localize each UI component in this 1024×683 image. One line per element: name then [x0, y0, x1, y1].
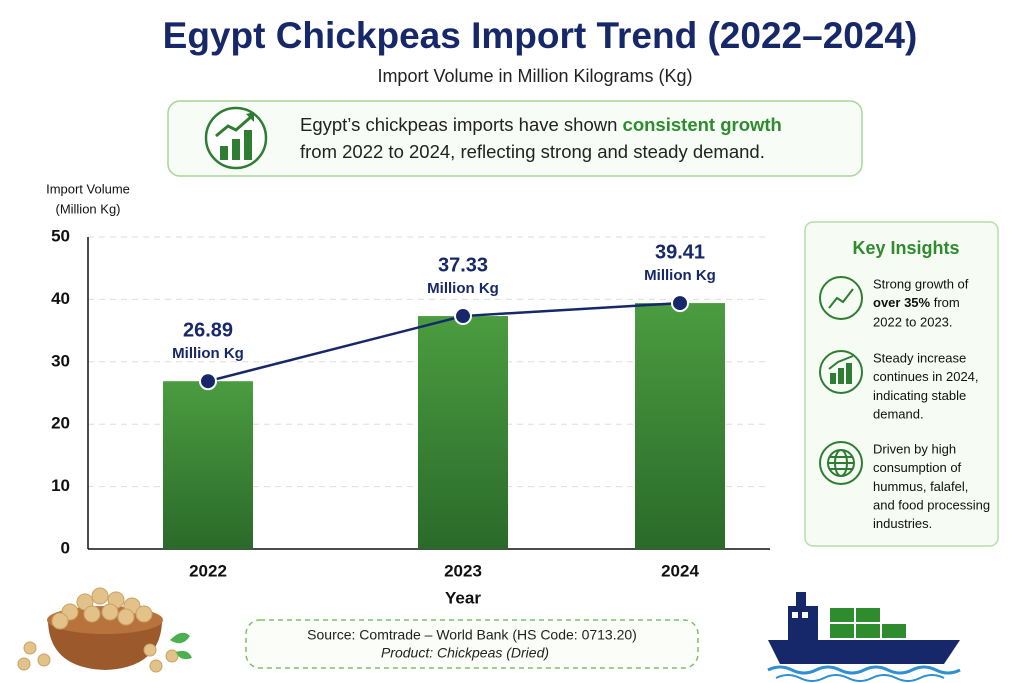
insight-icons [819, 276, 863, 485]
x-axis-label: Year [445, 588, 481, 607]
value-label: 37.33 [438, 254, 488, 276]
value-label: 26.89 [183, 319, 233, 341]
value-unit: Million Kg [427, 280, 499, 297]
x-tick-label: 2022 [189, 561, 227, 580]
plot: 0 10 20 30 40 50 2022 2023 2024 26.89 Million Kg 37… [51, 226, 770, 580]
chickpea-bowl [17, 587, 192, 673]
source-box [245, 619, 699, 669]
callout-box [167, 100, 863, 177]
insight-text: Strong growth of [873, 276, 969, 291]
insight-text: demand. [873, 407, 924, 422]
y-tick-label: 40 [51, 289, 70, 308]
y-tick-label: 30 [51, 351, 70, 370]
insight-text: continues in 2024, [873, 369, 979, 384]
bar [635, 303, 725, 549]
callout-text-after: from 2022 to 2024, reflecting strong and… [300, 141, 765, 162]
y-tick-label: 20 [51, 414, 70, 433]
value-label: 39.41 [655, 241, 705, 263]
bar [418, 316, 508, 549]
callout-highlight: consistent growth [623, 114, 782, 135]
line-point [199, 372, 217, 391]
x-tick-label: 2023 [444, 561, 482, 580]
value-unit: Million Kg [172, 345, 244, 362]
insight-text: consumption of [873, 460, 962, 475]
insight-text: over 35% from [873, 295, 960, 310]
source-text: Source: Comtrade – World Bank (HS Code: … [307, 627, 637, 643]
line-point [671, 294, 689, 313]
ship-icon [767, 592, 961, 682]
y-tick-label: 10 [51, 476, 70, 495]
callout-text-before: Egypt’s chickpeas imports have shown [300, 114, 617, 135]
chart-title: Egypt Chickpeas Import Trend (2022–2024) [163, 15, 918, 56]
insight-text: indicating stable [873, 388, 966, 403]
insight-text: and food processing [873, 498, 990, 513]
value-unit: Million Kg [644, 267, 716, 284]
y-tick-label: 0 [61, 538, 70, 557]
bar [163, 381, 253, 549]
insight-text: from [934, 295, 960, 310]
product-text: Product: Chickpeas (Dried) [381, 645, 549, 661]
growth-icon [204, 106, 268, 170]
insight-text: industries. [873, 516, 932, 531]
insight-text: Driven by high [873, 441, 956, 456]
y-axis-label: (Million Kg) [55, 201, 120, 216]
insight-list: Steady increase continues in 2024, indicat… [873, 350, 990, 531]
y-axis-label: Import Volume [46, 181, 130, 196]
insight-text: 2022 to 2023. [873, 314, 953, 329]
y-tick-label: 50 [51, 226, 70, 245]
line-point [454, 307, 472, 326]
insight-text: Steady increase [873, 350, 966, 365]
x-tick-label: 2024 [661, 561, 699, 580]
insights-title: Key Insights [852, 238, 959, 258]
callout-text: Egypt’s chickpeas imports have shown con… [300, 114, 782, 135]
insight-bold: over 35% [873, 295, 931, 310]
chart-subtitle: Import Volume in Million Kilograms (Kg) [377, 66, 692, 86]
insight-text: hummus, falafel, [873, 479, 968, 494]
